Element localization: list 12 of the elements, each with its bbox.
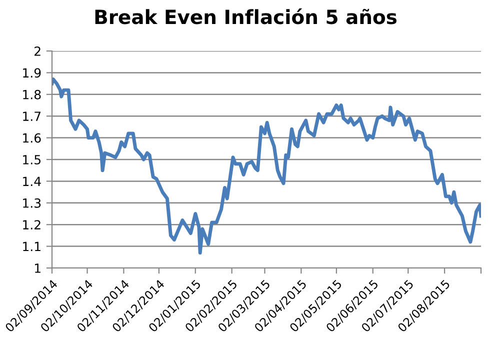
y-tick-label: 1.3 [23, 198, 41, 208]
y-tick-label: 1.6 [23, 133, 41, 143]
y-tick-label: 1.1 [23, 242, 40, 252]
y-tick-label: 1.2 [23, 220, 40, 230]
y-tick-label: 1.4 [23, 176, 41, 186]
y-tick-label: 2 [34, 46, 40, 56]
y-tick-label: 1.8 [23, 90, 41, 100]
y-tick-label: 1 [35, 264, 40, 273]
y-tick-label: 1.5 [23, 155, 40, 164]
y-tick-label: 1.9 [23, 68, 41, 78]
chart-title: Break Even Inflación 5 años [95, 8, 397, 24]
y-tick-label: 1.7 [23, 112, 41, 121]
